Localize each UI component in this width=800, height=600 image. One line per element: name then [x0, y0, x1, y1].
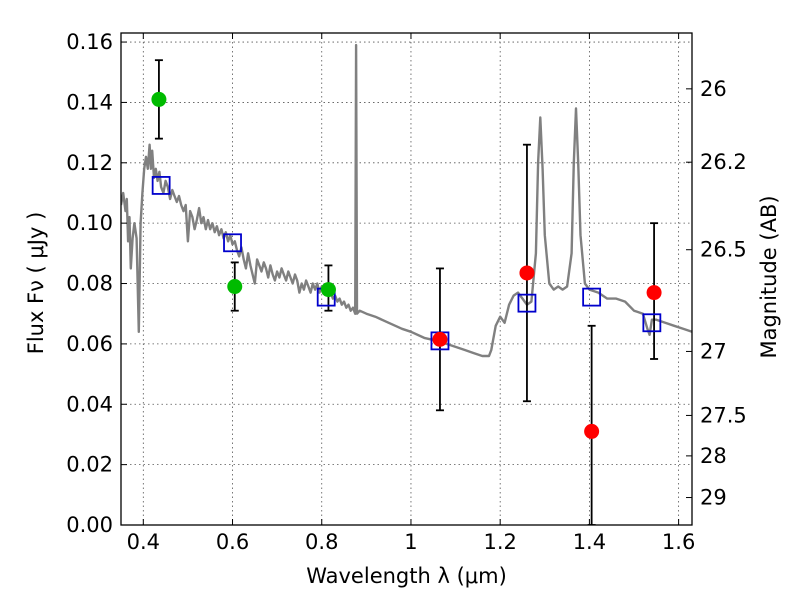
green-data-point	[320, 282, 336, 298]
y-axis-title: Flux Fν ( μJy )	[24, 212, 48, 355]
y-tick-label: 0.12	[66, 151, 113, 175]
y-tick-label: 0.00	[66, 513, 113, 537]
plot-frame	[120, 32, 693, 526]
right-tick-label: 26	[700, 77, 727, 101]
model-square-point	[642, 313, 662, 333]
x-tick-label: 1	[404, 530, 417, 554]
green-data-point	[151, 91, 167, 107]
right-tick-label: 26.5	[700, 238, 747, 262]
x-tick-label: 1.4	[573, 530, 606, 554]
x-axis-title: Wavelength λ (μm)	[306, 564, 507, 588]
y-tick-label: 0.08	[66, 272, 113, 296]
y-tick-label: 0.02	[66, 453, 113, 477]
model-square-point	[517, 293, 537, 313]
model-square-point	[151, 176, 171, 195]
right-tick-label: 26.2	[700, 150, 747, 174]
y-tick-label: 0.06	[66, 332, 113, 356]
x-tick-label: 0.4	[127, 530, 160, 554]
y-tick-label: 0.04	[66, 392, 113, 416]
green-data-point	[227, 279, 243, 295]
x-tick-label: 1.6	[662, 530, 695, 554]
right-tick-label: 28	[700, 444, 727, 468]
right-tick-label: 27.5	[700, 403, 747, 427]
x-tick-label: 1.2	[483, 530, 516, 554]
grid-lines	[121, 33, 692, 526]
y-tick-label: 0.10	[66, 211, 113, 235]
right-tick-label: 27	[700, 339, 727, 363]
x-tick-label: 0.6	[216, 530, 249, 554]
axes: 0.4 0.6 0.8 1 1.2 1.4 1.6 0.00 0.02 0.04 0.06 0.08 0…	[66, 30, 747, 554]
red-data-point	[646, 285, 662, 301]
red-data-point	[519, 265, 535, 281]
spectrum-line	[121, 43, 692, 358]
red-data-point	[584, 423, 600, 439]
model-square-point	[582, 287, 602, 307]
y-tick-label: 0.14	[66, 90, 113, 114]
red-data-point	[432, 331, 448, 347]
x-tick-label: 0.8	[305, 530, 338, 554]
right-tick-label: 29	[700, 486, 727, 510]
model-square-point	[223, 233, 242, 253]
right-axis-title: Magnitude (AB)	[757, 195, 781, 358]
data-layer	[121, 43, 692, 525]
y-tick-label: 0.16	[66, 30, 113, 54]
